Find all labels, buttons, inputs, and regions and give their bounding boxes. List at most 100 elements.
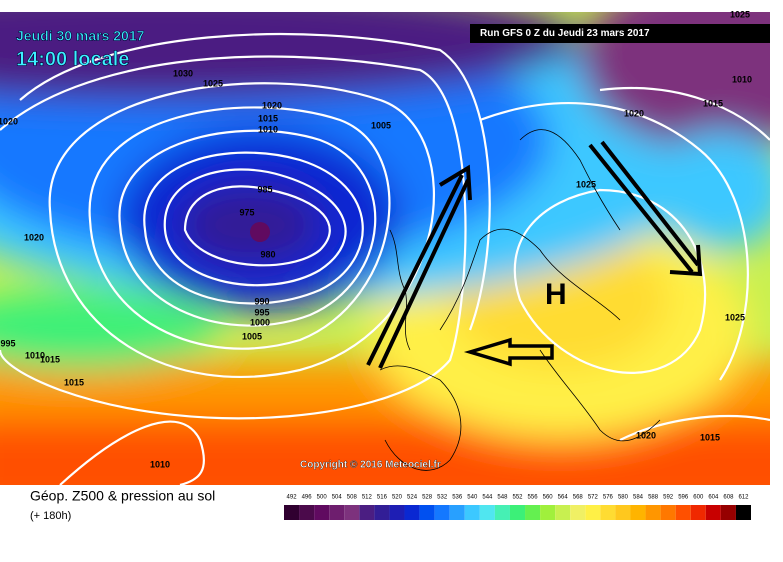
legend-swatch xyxy=(389,505,405,520)
legend-tick-label: 500 xyxy=(317,495,328,501)
legend-tick-label: 596 xyxy=(678,495,689,501)
legend-swatch xyxy=(344,505,360,520)
legend-swatch xyxy=(615,505,631,520)
isobar-label: 995 xyxy=(254,307,269,317)
legend-tick-label: 584 xyxy=(633,495,644,501)
legend-swatch xyxy=(630,505,646,520)
legend-swatch xyxy=(479,505,495,520)
isobar-label: 1020 xyxy=(624,108,644,118)
legend-tick-label: 548 xyxy=(497,495,508,501)
legend-swatch xyxy=(540,505,556,520)
legend-swatch xyxy=(494,505,510,520)
legend-swatch xyxy=(555,505,571,520)
legend-tick-label: 608 xyxy=(723,495,734,501)
high-label: H xyxy=(545,278,567,311)
run-info: Run GFS 0 Z du Jeudi 23 mars 2017 xyxy=(480,28,650,39)
isobar-label: 990 xyxy=(254,296,269,306)
time-line: 14:00 locale xyxy=(16,48,129,70)
legend-tick-label: 512 xyxy=(362,495,373,501)
isobar-label: 1025 xyxy=(576,179,596,189)
legend-swatch xyxy=(735,505,751,520)
legend-tick-label: 520 xyxy=(392,495,403,501)
legend-tick-label: 580 xyxy=(618,495,629,501)
legend-swatch xyxy=(509,505,526,520)
isobar-label: 1025 xyxy=(730,9,750,19)
legend-swatch xyxy=(374,505,390,520)
isobar-label: 1020 xyxy=(24,232,44,242)
legend-tick-label: 528 xyxy=(422,495,433,501)
legend-tick-label: 568 xyxy=(573,495,584,501)
isobar-label: 1010 xyxy=(150,459,170,469)
legend-subtitle: (+ 180h) xyxy=(30,510,71,522)
legend-tick-label: 496 xyxy=(302,495,313,501)
legend-tick-label: 536 xyxy=(452,495,463,501)
isobar-label: 1030 xyxy=(173,68,193,78)
legend-swatch xyxy=(434,505,450,520)
run-box xyxy=(470,24,770,43)
legend-tick-label: 560 xyxy=(543,495,554,501)
legend-swatch xyxy=(720,505,736,520)
isobar-label: 1015 xyxy=(64,377,84,387)
isobar-label: 1025 xyxy=(725,312,745,322)
isobar-label: 1010 xyxy=(25,350,45,360)
legend-tick-label: 600 xyxy=(693,495,704,501)
isobar-label: 985 xyxy=(257,184,272,194)
isobar-label: 1005 xyxy=(242,331,262,341)
legend-tick-label: 564 xyxy=(558,495,569,501)
legend-title: Géop. Z500 & pression au sol xyxy=(30,488,215,504)
isobar-label: 1015 xyxy=(258,113,278,123)
isobar-label: 1020 xyxy=(262,100,282,110)
legend-swatch xyxy=(419,505,435,520)
isobar-label: 1020 xyxy=(0,116,18,126)
legend-swatch xyxy=(284,505,300,520)
isobar-label: 1005 xyxy=(371,120,391,130)
legend-swatch xyxy=(525,505,541,520)
isobars xyxy=(0,33,770,485)
isobar-label: 1015 xyxy=(40,354,60,364)
isobar-label: 980 xyxy=(260,249,275,259)
isobar-label: 995 xyxy=(0,338,15,348)
legend-swatch xyxy=(600,505,616,520)
isobar-label: 1015 xyxy=(703,98,723,108)
legend-tick-label: 612 xyxy=(738,495,749,501)
legend-swatch xyxy=(359,505,375,520)
legend-swatch xyxy=(585,505,601,520)
legend-tick-label: 604 xyxy=(708,495,719,501)
legend-tick-label: 504 xyxy=(332,495,343,501)
legend-tick-label: 552 xyxy=(512,495,523,501)
legend-swatch xyxy=(570,505,586,520)
isobar-label: 1000 xyxy=(250,317,270,327)
legend-swatch xyxy=(675,505,691,520)
isobar-label: 1010 xyxy=(258,124,278,134)
date-line: Jeudi 30 mars 2017 xyxy=(16,28,145,44)
legend-tick-label: 508 xyxy=(347,495,358,501)
legend-swatch xyxy=(314,505,330,520)
legend-tick-label: 544 xyxy=(482,495,493,501)
legend-swatch xyxy=(464,505,480,520)
legend-tick-label: 592 xyxy=(663,495,674,501)
legend-swatch xyxy=(645,505,661,520)
legend-swatch xyxy=(299,505,315,520)
legend-tick-label: 532 xyxy=(437,495,448,501)
isobar-label: 975 xyxy=(239,207,254,217)
legend-swatch xyxy=(404,505,420,520)
isobar-label: 1025 xyxy=(203,78,223,88)
legend-tick-label: 524 xyxy=(407,495,418,501)
legend-tick-label: 516 xyxy=(377,495,388,501)
isobar-label: 1015 xyxy=(700,432,720,442)
field xyxy=(0,12,770,485)
isobar-label: 1010 xyxy=(732,74,752,84)
legend-swatch xyxy=(449,505,465,520)
legend-tick-label: 556 xyxy=(528,495,539,501)
legend-tick-label: 572 xyxy=(588,495,599,501)
legend-tick-label: 540 xyxy=(467,495,478,501)
legend-tick-label: 492 xyxy=(287,495,298,501)
legend-swatch xyxy=(705,505,721,520)
arrows xyxy=(366,140,703,369)
legend-swatch xyxy=(660,505,676,520)
copyright: Copyright © 2016 Meteociel.fr xyxy=(300,460,441,471)
legend-swatch xyxy=(690,505,706,520)
legend-swatch xyxy=(329,505,345,520)
legend-tick-label: 588 xyxy=(648,495,659,501)
